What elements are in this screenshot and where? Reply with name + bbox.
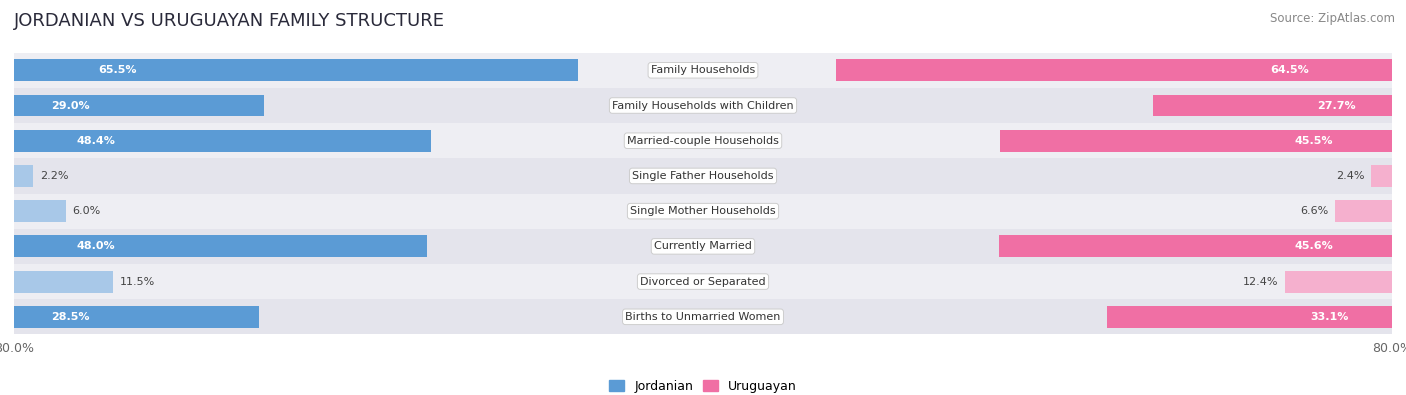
Text: 11.5%: 11.5% [120,276,155,287]
Bar [1285,271,1392,293]
Bar [14,53,1392,88]
Text: Single Father Households: Single Father Households [633,171,773,181]
Text: JORDANIAN VS URUGUAYAN FAMILY STRUCTURE: JORDANIAN VS URUGUAYAN FAMILY STRUCTURE [14,12,446,30]
Bar [14,264,1392,299]
Bar [1371,165,1392,187]
Text: 27.7%: 27.7% [1317,100,1357,111]
Bar [14,194,1392,229]
Text: 33.1%: 33.1% [1310,312,1350,322]
Bar [14,271,112,293]
Text: 45.6%: 45.6% [1295,241,1333,251]
Bar [1000,235,1392,257]
Text: 12.4%: 12.4% [1243,276,1278,287]
Bar [14,306,260,328]
Text: 28.5%: 28.5% [51,312,90,322]
Bar [837,59,1392,81]
Text: Family Households with Children: Family Households with Children [612,100,794,111]
Text: 65.5%: 65.5% [98,65,138,75]
Text: 6.6%: 6.6% [1301,206,1329,216]
Bar [14,235,427,257]
Text: Source: ZipAtlas.com: Source: ZipAtlas.com [1270,12,1395,25]
Bar [14,229,1392,264]
Text: Family Households: Family Households [651,65,755,75]
Text: 48.0%: 48.0% [76,241,115,251]
Text: 2.2%: 2.2% [39,171,69,181]
Text: 6.0%: 6.0% [73,206,101,216]
Bar [14,200,66,222]
Text: 2.4%: 2.4% [1336,171,1364,181]
Bar [1107,306,1392,328]
Text: Currently Married: Currently Married [654,241,752,251]
Bar [14,165,32,187]
Bar [1000,130,1392,152]
Bar [14,94,264,117]
Bar [14,123,1392,158]
Text: Births to Unmarried Women: Births to Unmarried Women [626,312,780,322]
Legend: Jordanian, Uruguayan: Jordanian, Uruguayan [605,375,801,395]
Bar [1336,200,1392,222]
Text: 64.5%: 64.5% [1270,65,1309,75]
Text: Married-couple Households: Married-couple Households [627,136,779,146]
Bar [14,158,1392,194]
Bar [14,130,430,152]
Bar [1153,94,1392,117]
Bar [14,299,1392,335]
Text: 29.0%: 29.0% [52,100,90,111]
Bar [14,59,578,81]
Text: 48.4%: 48.4% [76,136,115,146]
Text: 45.5%: 45.5% [1295,136,1333,146]
Text: Single Mother Households: Single Mother Households [630,206,776,216]
Text: Divorced or Separated: Divorced or Separated [640,276,766,287]
Bar [14,88,1392,123]
